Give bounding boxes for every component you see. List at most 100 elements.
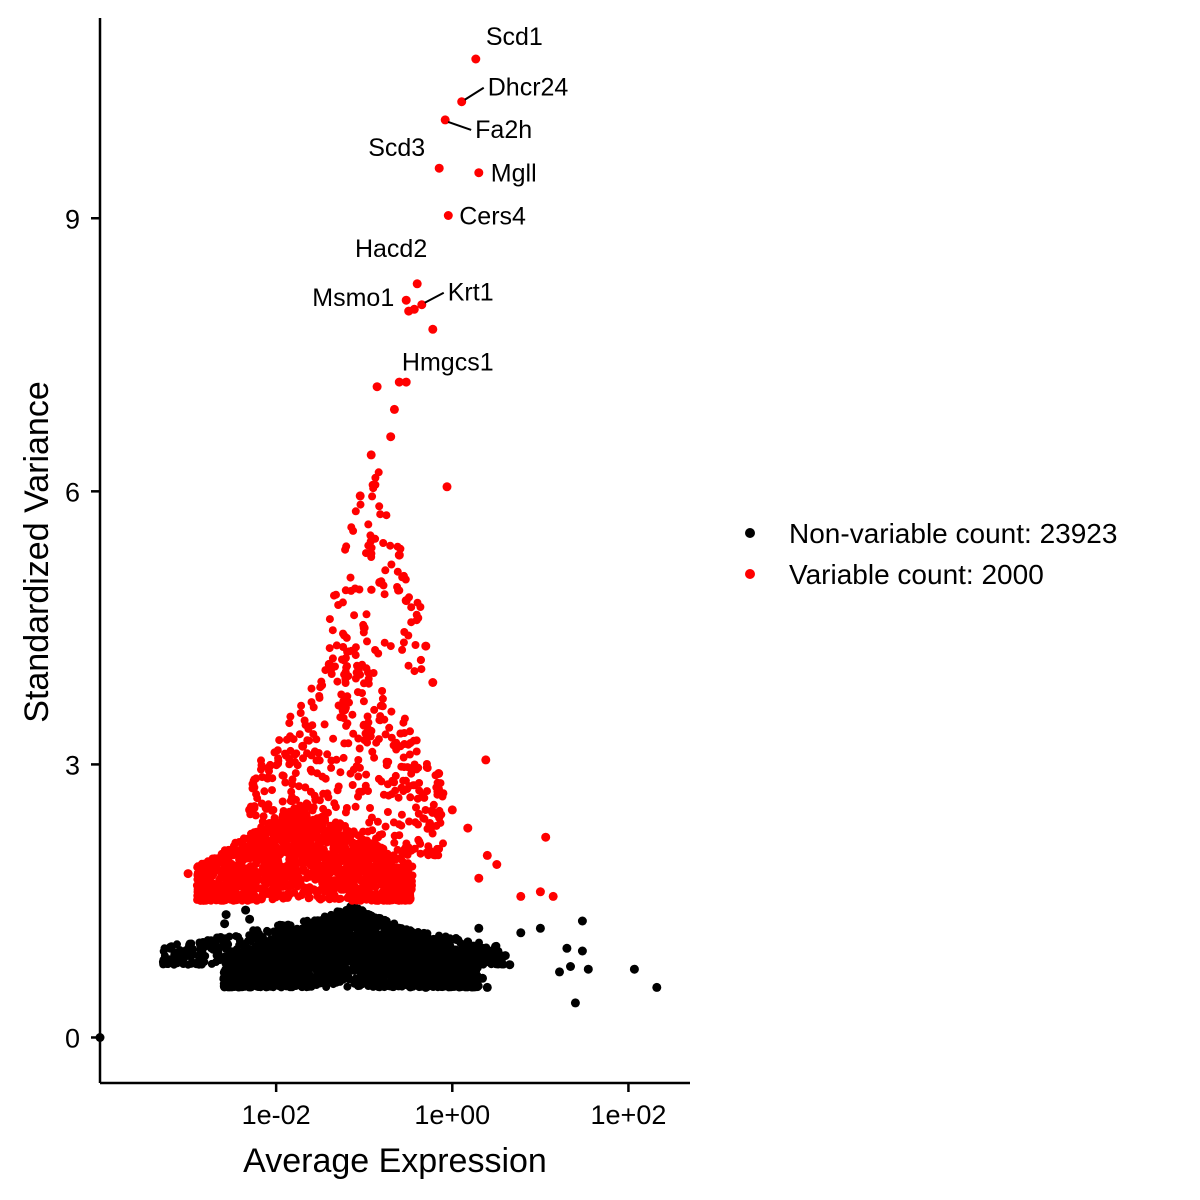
cloud-point: [328, 926, 337, 935]
cloud-point: [327, 670, 336, 678]
cloud-point: [290, 888, 299, 897]
cloud-point: [403, 947, 412, 956]
cloud-point: [224, 977, 233, 986]
cloud-point: [497, 960, 506, 969]
cloud-point: [238, 889, 247, 898]
data-point: [500, 951, 510, 961]
cloud-point: [297, 701, 306, 710]
cloud-point: [312, 950, 321, 959]
cloud-point: [291, 836, 300, 845]
cloud-point: [293, 761, 302, 770]
cloud-point: [342, 721, 351, 730]
cloud-point: [271, 937, 280, 946]
data-point: [555, 967, 564, 977]
data-point: [566, 962, 575, 971]
cloud-point: [385, 723, 394, 732]
cloud-point: [457, 945, 466, 954]
cloud-point: [359, 697, 368, 706]
cloud-point: [386, 964, 395, 973]
cloud-point: [345, 847, 354, 856]
cloud-point: [343, 647, 352, 656]
cloud-point: [355, 585, 364, 594]
cloud-point: [302, 799, 311, 808]
cloud-point: [368, 747, 377, 756]
cloud-point: [261, 888, 270, 897]
cloud-point: [279, 894, 288, 903]
cloud-point: [333, 969, 342, 978]
cloud-point: [378, 687, 387, 695]
cloud-point: [330, 591, 338, 600]
cloud-point: [302, 967, 311, 976]
cloud-point: [319, 845, 328, 854]
cloud-point: [343, 692, 352, 701]
cloud-point: [226, 882, 235, 891]
cloud-point: [260, 826, 269, 835]
cloud-point: [433, 940, 442, 949]
cloud-point: [323, 750, 332, 759]
cloud-point: [381, 730, 390, 739]
cloud-point: [323, 916, 332, 924]
cloud-point: [336, 878, 345, 887]
cloud-point: [361, 909, 370, 918]
cloud-point: [334, 929, 343, 938]
cloud-point: [359, 827, 368, 836]
cloud-point: [203, 874, 212, 883]
cloud-point: [301, 887, 310, 896]
cloud-point: [306, 828, 315, 836]
cloud-point: [395, 876, 404, 885]
cloud-point: [370, 914, 379, 923]
cloud-point: [354, 756, 363, 764]
cloud-point: [303, 916, 312, 925]
cloud-point: [425, 819, 434, 827]
cloud-point: [286, 796, 295, 805]
cloud-point: [364, 520, 373, 529]
cloud-point: [412, 803, 420, 812]
cloud-point: [368, 492, 377, 501]
cloud-point: [384, 925, 393, 934]
data-point: [470, 955, 480, 965]
cloud-point: [253, 848, 262, 857]
cloud-point: [360, 736, 369, 745]
cloud-point: [368, 826, 377, 835]
cloud-point: [367, 553, 376, 561]
cloud-point: [259, 835, 268, 844]
cloud-point: [396, 866, 404, 875]
data-point: [629, 964, 639, 974]
cloud-point: [406, 727, 414, 736]
cloud-point: [179, 952, 188, 961]
cloud-point: [435, 813, 444, 822]
cloud-point: [286, 712, 295, 721]
data-point: [372, 382, 382, 392]
cloud-point: [292, 825, 301, 834]
cloud-point: [402, 885, 410, 894]
cloud-point: [275, 957, 284, 966]
cloud-point: [373, 952, 382, 961]
cloud-point: [469, 947, 478, 956]
cloud-point: [314, 851, 323, 860]
cloud-point: [302, 981, 311, 990]
cloud-point: [268, 867, 277, 876]
cloud-point: [340, 656, 348, 665]
cloud-point: [404, 870, 412, 879]
cloud-point: [297, 953, 306, 962]
cloud-point: [249, 926, 258, 935]
cloud-point: [264, 928, 273, 936]
cloud-point: [406, 793, 415, 802]
cloud-point: [356, 885, 365, 894]
cloud-point: [371, 534, 380, 543]
cloud-point: [379, 790, 388, 799]
data-point: [366, 450, 376, 460]
cloud-point: [351, 651, 360, 660]
cloud-point: [452, 934, 460, 942]
cloud-point: [387, 707, 396, 716]
cloud-point: [225, 863, 234, 872]
cloud-point: [283, 960, 291, 969]
cloud-point: [404, 661, 413, 670]
cloud-point: [380, 892, 389, 901]
cloud-point: [304, 724, 313, 733]
cloud-point: [414, 820, 422, 829]
cloud-point: [179, 960, 188, 968]
data-point: [386, 432, 396, 442]
cloud-point: [355, 841, 364, 850]
cloud-point: [218, 891, 227, 900]
